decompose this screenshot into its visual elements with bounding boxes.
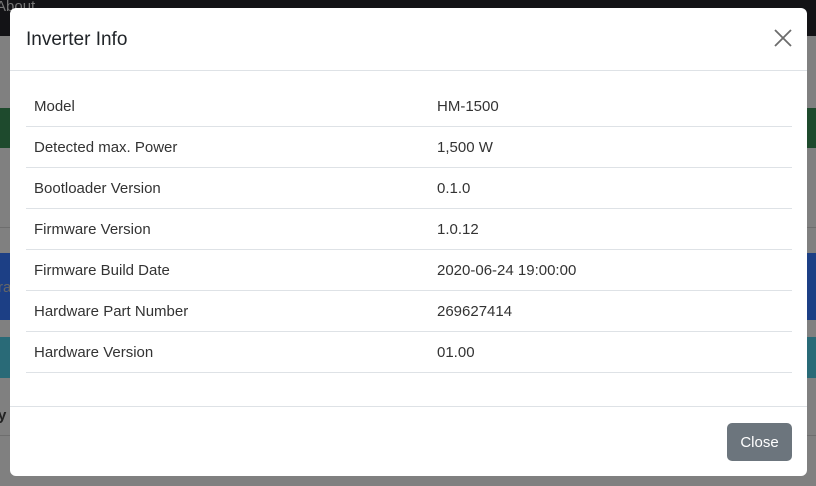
table-row: Bootloader Version 0.1.0 (26, 167, 792, 209)
table-row: Detected max. Power 1,500 W (26, 126, 792, 168)
row-label: Hardware Part Number (26, 290, 429, 332)
close-icon[interactable] (773, 28, 793, 48)
backdrop-text-fragment: ra (0, 279, 12, 296)
row-label: Firmware Version (26, 208, 429, 250)
inverter-info-table: Model HM-1500 Detected max. Power 1,500 W Bo… (26, 86, 792, 373)
row-label: Detected max. Power (26, 126, 429, 168)
row-label: Bootloader Version (26, 167, 429, 209)
modal-header: Inverter Info (10, 8, 807, 71)
modal-title: Inverter Info (26, 29, 128, 50)
inverter-info-modal: Inverter Info Model HM-1500 Detected max. … (10, 8, 807, 476)
table-row: Hardware Version 01.00 (26, 331, 792, 373)
row-value: HM-1500 (429, 86, 792, 127)
row-value: 0.1.0 (429, 167, 792, 209)
row-value: 01.00 (429, 331, 792, 373)
table-row: Firmware Version 1.0.12 (26, 208, 792, 250)
row-label: Model (26, 86, 429, 127)
row-value: 269627414 (429, 290, 792, 332)
backdrop-text-fragment: y (0, 407, 7, 424)
row-label: Hardware Version (26, 331, 429, 373)
row-value: 2020-06-24 19:00:00 (429, 249, 792, 291)
table-row: Model HM-1500 (26, 86, 792, 127)
row-value: 1.0.12 (429, 208, 792, 250)
table-row: Hardware Part Number 269627414 (26, 290, 792, 332)
close-button[interactable]: Close (727, 423, 792, 461)
row-value: 1,500 W (429, 126, 792, 168)
modal-footer: Close (10, 406, 807, 476)
table-row: Firmware Build Date 2020-06-24 19:00:00 (26, 249, 792, 291)
row-label: Firmware Build Date (26, 249, 429, 291)
